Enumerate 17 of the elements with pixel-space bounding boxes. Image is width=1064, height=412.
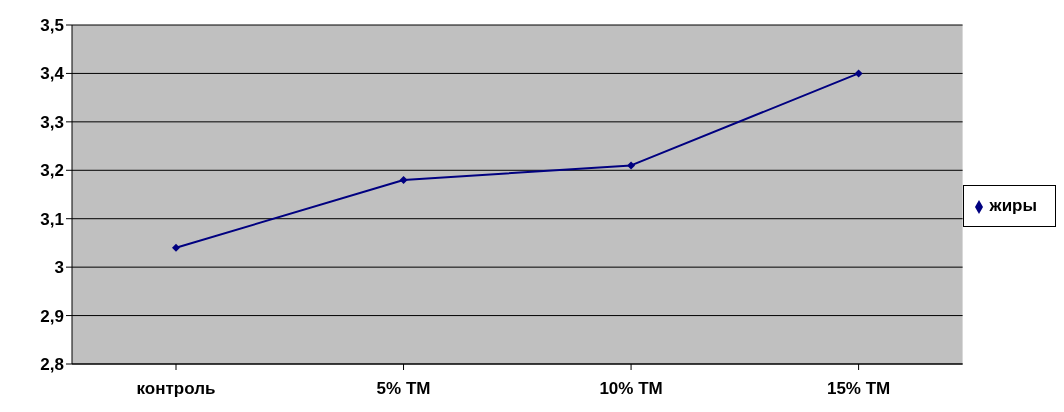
y-tick-label: 3,5 [40,16,64,36]
point [172,243,180,252]
y-tick-label: 2,8 [40,355,64,375]
x-tick-label: 5% ТМ [376,379,431,399]
point [399,175,408,184]
y-tick-label: 3 [54,258,64,278]
y-tick-label: 2,9 [40,306,64,326]
legend-label: жиры [989,196,1037,215]
x-tick-label: контроль [136,379,216,399]
y-tick-label: 3,1 [40,209,64,229]
y-tick-label: 3,2 [40,161,64,181]
point [854,69,863,78]
x-tick-label: 15% ТМ [826,379,891,399]
x-tick-label: 10% ТМ [599,379,663,399]
y-tick-label: 3,4 [40,64,65,84]
point [627,161,636,170]
y-tick-label: 3,3 [40,112,64,132]
